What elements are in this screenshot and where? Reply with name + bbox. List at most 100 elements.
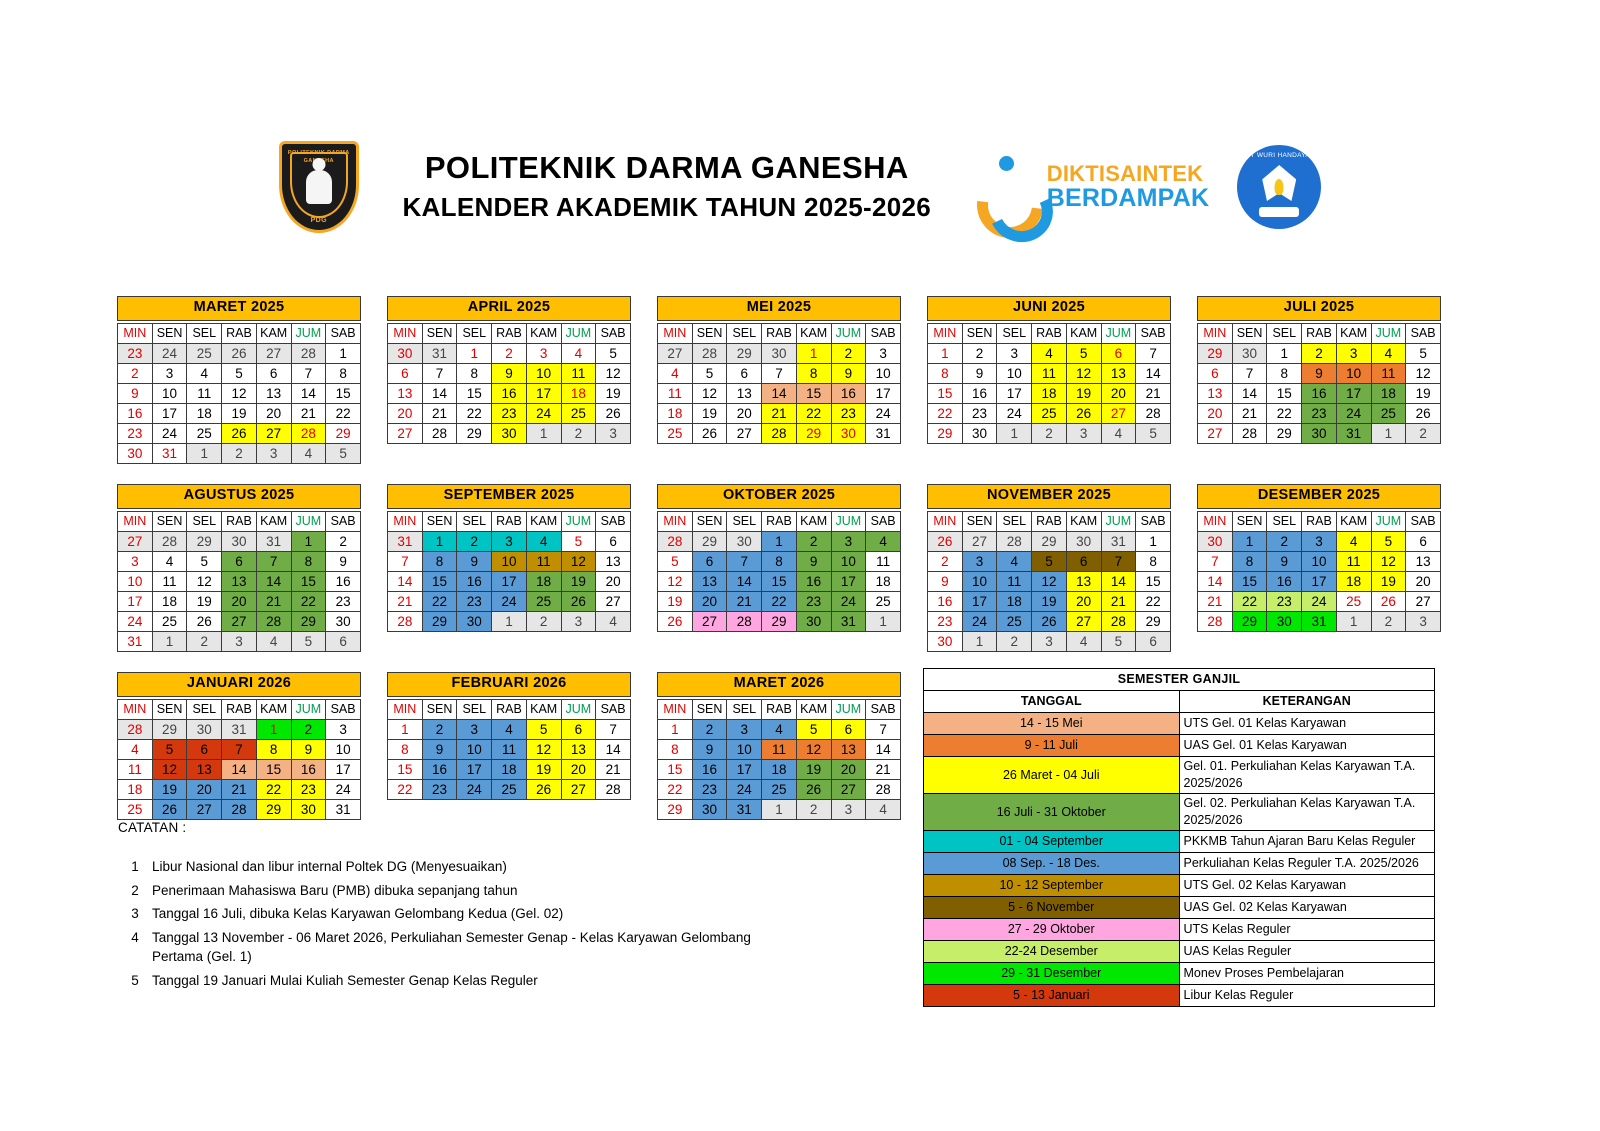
day-cell[interactable]: 6: [325, 630, 361, 652]
day-cell[interactable]: 30: [221, 530, 257, 552]
day-cell[interactable]: 14: [865, 738, 901, 760]
day-cell[interactable]: 20: [186, 778, 223, 800]
day-cell[interactable]: 10: [525, 362, 562, 384]
day-cell[interactable]: 22: [387, 778, 423, 800]
day-cell[interactable]: 22: [927, 402, 963, 424]
day-cell[interactable]: 19: [795, 758, 832, 780]
day-cell[interactable]: 28: [1135, 402, 1171, 424]
day-cell[interactable]: 14: [1100, 570, 1137, 592]
day-cell[interactable]: 19: [186, 590, 223, 612]
day-cell[interactable]: 14: [1231, 382, 1268, 404]
day-cell[interactable]: 11: [1031, 362, 1067, 384]
day-cell[interactable]: 30: [186, 718, 223, 740]
day-cell[interactable]: 16: [1266, 570, 1303, 592]
day-cell[interactable]: 4: [1335, 530, 1372, 552]
day-cell[interactable]: 3: [491, 530, 527, 552]
day-cell[interactable]: 18: [117, 778, 153, 800]
day-cell[interactable]: 8: [795, 362, 832, 384]
day-cell[interactable]: 5: [795, 718, 832, 740]
day-cell[interactable]: 29: [1197, 342, 1233, 364]
day-cell[interactable]: 11: [865, 550, 901, 572]
day-cell[interactable]: 21: [1135, 382, 1171, 404]
day-cell[interactable]: 18: [525, 570, 562, 592]
day-cell[interactable]: 22: [657, 778, 693, 800]
day-cell[interactable]: 29: [1266, 422, 1303, 444]
day-cell[interactable]: 24: [117, 610, 153, 632]
day-cell[interactable]: 1: [525, 422, 562, 444]
day-cell[interactable]: 31: [325, 798, 361, 820]
day-cell[interactable]: 5: [325, 442, 361, 464]
day-cell[interactable]: 28: [221, 798, 257, 820]
day-cell[interactable]: 3: [1405, 610, 1441, 632]
day-cell[interactable]: 13: [1100, 362, 1137, 384]
day-cell[interactable]: 1: [1335, 610, 1372, 632]
day-cell[interactable]: 18: [1335, 570, 1372, 592]
day-cell[interactable]: 1: [491, 610, 527, 632]
day-cell[interactable]: 15: [761, 570, 797, 592]
day-cell[interactable]: 1: [1266, 342, 1303, 364]
day-cell[interactable]: 9: [325, 550, 361, 572]
day-cell[interactable]: 9: [421, 738, 458, 760]
day-cell[interactable]: 2: [795, 798, 832, 820]
day-cell[interactable]: 27: [255, 342, 292, 364]
day-cell[interactable]: 9: [830, 362, 867, 384]
day-cell[interactable]: 6: [186, 738, 223, 760]
day-cell[interactable]: 16: [1301, 382, 1337, 404]
day-cell[interactable]: 23: [927, 610, 963, 632]
day-cell[interactable]: 11: [1370, 362, 1407, 384]
day-cell[interactable]: 24: [996, 402, 1033, 424]
day-cell[interactable]: 6: [830, 718, 867, 740]
day-cell[interactable]: 14: [221, 758, 257, 780]
day-cell[interactable]: 12: [1065, 362, 1102, 384]
day-cell[interactable]: 3: [595, 422, 631, 444]
day-cell[interactable]: 11: [525, 550, 562, 572]
day-cell[interactable]: 29: [151, 718, 188, 740]
day-cell[interactable]: 16: [795, 570, 832, 592]
day-cell[interactable]: 24: [151, 422, 188, 444]
day-cell[interactable]: 3: [525, 342, 562, 364]
day-cell[interactable]: 20: [726, 402, 763, 424]
day-cell[interactable]: 16: [117, 402, 153, 424]
day-cell[interactable]: 5: [1405, 342, 1441, 364]
day-cell[interactable]: 11: [117, 758, 153, 780]
day-cell[interactable]: 3: [255, 442, 292, 464]
day-cell[interactable]: 7: [1100, 550, 1137, 572]
day-cell[interactable]: 19: [595, 382, 631, 404]
day-cell[interactable]: 30: [1301, 422, 1337, 444]
day-cell[interactable]: 8: [421, 550, 458, 572]
day-cell[interactable]: 29: [1031, 530, 1067, 552]
day-cell[interactable]: 6: [1405, 530, 1441, 552]
day-cell[interactable]: 7: [761, 362, 797, 384]
day-cell[interactable]: 29: [1135, 610, 1171, 632]
day-cell[interactable]: 31: [255, 530, 292, 552]
day-cell[interactable]: 8: [927, 362, 963, 384]
day-cell[interactable]: 12: [560, 550, 597, 572]
day-cell[interactable]: 20: [387, 402, 423, 424]
day-cell[interactable]: 22: [1231, 590, 1268, 612]
day-cell[interactable]: 2: [961, 342, 998, 364]
day-cell[interactable]: 30: [1266, 610, 1303, 632]
day-cell[interactable]: 21: [221, 778, 257, 800]
day-cell[interactable]: 15: [657, 758, 693, 780]
day-cell[interactable]: 30: [456, 610, 493, 632]
day-cell[interactable]: 7: [1197, 550, 1233, 572]
day-cell[interactable]: 3: [1335, 342, 1372, 364]
day-cell[interactable]: 30: [290, 798, 327, 820]
day-cell[interactable]: 29: [255, 798, 292, 820]
day-cell[interactable]: 5: [1135, 422, 1171, 444]
day-cell[interactable]: 4: [996, 550, 1033, 572]
day-cell[interactable]: 2: [1301, 342, 1337, 364]
day-cell[interactable]: 25: [761, 778, 797, 800]
day-cell[interactable]: 17: [961, 590, 998, 612]
day-cell[interactable]: 5: [525, 718, 562, 740]
day-cell[interactable]: 3: [1031, 630, 1067, 652]
day-cell[interactable]: 21: [865, 758, 901, 780]
day-cell[interactable]: 27: [117, 530, 153, 552]
day-cell[interactable]: 5: [595, 342, 631, 364]
day-cell[interactable]: 17: [1301, 570, 1337, 592]
day-cell[interactable]: 23: [117, 422, 153, 444]
day-cell[interactable]: 5: [221, 362, 257, 384]
day-cell[interactable]: 23: [290, 778, 327, 800]
day-cell[interactable]: 27: [387, 422, 423, 444]
day-cell[interactable]: 10: [865, 362, 901, 384]
